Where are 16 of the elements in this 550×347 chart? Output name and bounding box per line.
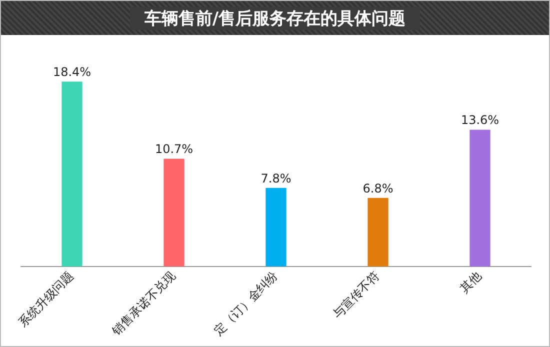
x-tick-label: 系统升级问题: [16, 268, 76, 330]
bar: [266, 188, 286, 266]
x-tick-label: 与宣传不符: [330, 268, 382, 322]
data-label: 10.7%: [154, 142, 194, 156]
bar: [62, 82, 82, 266]
x-tick-label: 定（订）金纠纷: [211, 268, 280, 338]
bar: [368, 198, 388, 266]
bar: [470, 130, 490, 266]
data-label: 18.4%: [52, 65, 92, 80]
chart-title: 车辆售前/售后服务存在的具体问题: [130, 6, 420, 30]
data-label: 6.8%: [362, 181, 394, 196]
x-tick-label: 其他: [457, 268, 484, 296]
bar: [164, 158, 184, 266]
data-label: 13.6%: [460, 113, 500, 128]
x-tick-label: 销售承诺不兑现: [108, 268, 178, 339]
data-label: 7.8%: [260, 171, 292, 186]
